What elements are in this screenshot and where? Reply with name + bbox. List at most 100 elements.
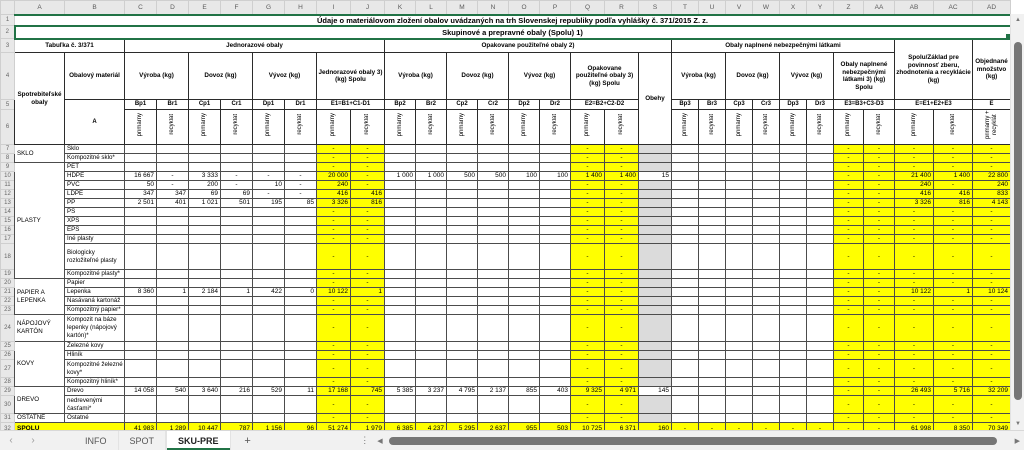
- cell[interactable]: 10 124: [972, 287, 1011, 297]
- cell[interactable]: -: [863, 395, 895, 414]
- cell[interactable]: [698, 269, 726, 279]
- cell[interactable]: -: [350, 314, 385, 342]
- cell[interactable]: 816: [350, 198, 385, 208]
- cell[interactable]: -: [604, 153, 639, 163]
- cell[interactable]: [779, 243, 807, 270]
- cell[interactable]: [415, 162, 447, 172]
- cell[interactable]: -: [570, 144, 605, 154]
- cell[interactable]: -: [972, 395, 1011, 414]
- cell[interactable]: [188, 305, 221, 315]
- cell[interactable]: [220, 216, 253, 226]
- cell[interactable]: -: [933, 225, 973, 235]
- cell[interactable]: [725, 314, 753, 342]
- cell[interactable]: [638, 234, 672, 244]
- row-number[interactable]: 15: [0, 216, 15, 226]
- cell[interactable]: -: [972, 350, 1011, 360]
- material-cell[interactable]: Kompozit na báze lepenky (nápojový kartó…: [64, 314, 125, 342]
- cell[interactable]: [156, 359, 189, 378]
- cell[interactable]: [806, 234, 834, 244]
- cell[interactable]: [156, 269, 189, 279]
- cell[interactable]: [638, 243, 672, 270]
- cell[interactable]: [806, 350, 834, 360]
- material-cell[interactable]: Lepenka: [64, 287, 125, 297]
- cell[interactable]: -: [863, 269, 895, 279]
- cell[interactable]: 3 640: [188, 386, 221, 396]
- cell[interactable]: 145: [638, 386, 672, 396]
- column-letter[interactable]: Z: [833, 0, 864, 16]
- cell[interactable]: [508, 287, 540, 297]
- cell[interactable]: -: [316, 341, 351, 351]
- cell[interactable]: [508, 413, 540, 423]
- cell[interactable]: [188, 296, 221, 306]
- code-bp2[interactable]: Bp2: [384, 99, 416, 110]
- cell[interactable]: [638, 180, 672, 190]
- cell[interactable]: [156, 207, 189, 217]
- cell[interactable]: -: [604, 216, 639, 226]
- cell[interactable]: -: [316, 350, 351, 360]
- cell[interactable]: [638, 216, 672, 226]
- row-number[interactable]: 24: [0, 314, 15, 342]
- cell[interactable]: -: [316, 216, 351, 226]
- cell[interactable]: [220, 225, 253, 235]
- cell[interactable]: -: [863, 216, 895, 226]
- cell[interactable]: -: [894, 359, 934, 378]
- cell[interactable]: [725, 216, 753, 226]
- cell[interactable]: 1 000: [415, 171, 447, 181]
- row-number[interactable]: 19: [0, 269, 15, 279]
- cell[interactable]: -: [350, 162, 385, 172]
- cell[interactable]: 1 400: [570, 171, 605, 181]
- cell[interactable]: -: [570, 278, 605, 288]
- cell[interactable]: [638, 341, 672, 351]
- cell[interactable]: [415, 243, 447, 270]
- material-cell[interactable]: Kompozitné sklo*: [64, 153, 125, 163]
- material-cell[interactable]: PET: [64, 162, 125, 172]
- material-group-cell[interactable]: DREVO: [14, 386, 65, 414]
- cell[interactable]: [725, 198, 753, 208]
- cell[interactable]: -: [833, 162, 864, 172]
- cell[interactable]: 5 716: [933, 386, 973, 396]
- cell[interactable]: [752, 296, 780, 306]
- cell[interactable]: -: [894, 162, 934, 172]
- cell[interactable]: [220, 296, 253, 306]
- code-cp2[interactable]: Cp2: [446, 99, 478, 110]
- cell[interactable]: [779, 314, 807, 342]
- cell[interactable]: [638, 296, 672, 306]
- cell[interactable]: [477, 413, 509, 423]
- cell[interactable]: [698, 171, 726, 181]
- cell[interactable]: [220, 278, 253, 288]
- cell[interactable]: -: [933, 359, 973, 378]
- column-letter[interactable]: T: [671, 0, 699, 16]
- cell[interactable]: [415, 216, 447, 226]
- cell[interactable]: [752, 162, 780, 172]
- cell[interactable]: [124, 153, 157, 163]
- cell[interactable]: [725, 287, 753, 297]
- cell[interactable]: 20 000: [316, 171, 351, 181]
- cell[interactable]: [698, 144, 726, 154]
- cell[interactable]: [384, 225, 416, 235]
- row-number[interactable]: 27: [0, 359, 15, 378]
- cell[interactable]: [806, 243, 834, 270]
- cell[interactable]: [477, 216, 509, 226]
- cell[interactable]: [284, 413, 317, 423]
- cell[interactable]: [156, 296, 189, 306]
- column-letter[interactable]: Y: [806, 0, 834, 16]
- cell[interactable]: -: [833, 171, 864, 181]
- cell[interactable]: [188, 314, 221, 342]
- cell[interactable]: -: [933, 314, 973, 342]
- cell[interactable]: [384, 198, 416, 208]
- cell[interactable]: 416: [894, 189, 934, 199]
- code-bp1[interactable]: Bp1: [124, 99, 157, 110]
- cell[interactable]: [638, 269, 672, 279]
- cell[interactable]: -: [350, 278, 385, 288]
- material-cell[interactable]: Sklo: [64, 144, 125, 154]
- cell[interactable]: -: [833, 234, 864, 244]
- cell[interactable]: -: [972, 207, 1011, 217]
- cell[interactable]: [508, 341, 540, 351]
- cell[interactable]: [284, 269, 317, 279]
- header-primarny[interactable]: primárny: [252, 109, 285, 145]
- cell[interactable]: [671, 305, 699, 315]
- row-number[interactable]: 12: [0, 189, 15, 199]
- cell[interactable]: -: [863, 171, 895, 181]
- cell[interactable]: [725, 296, 753, 306]
- cell[interactable]: -: [570, 198, 605, 208]
